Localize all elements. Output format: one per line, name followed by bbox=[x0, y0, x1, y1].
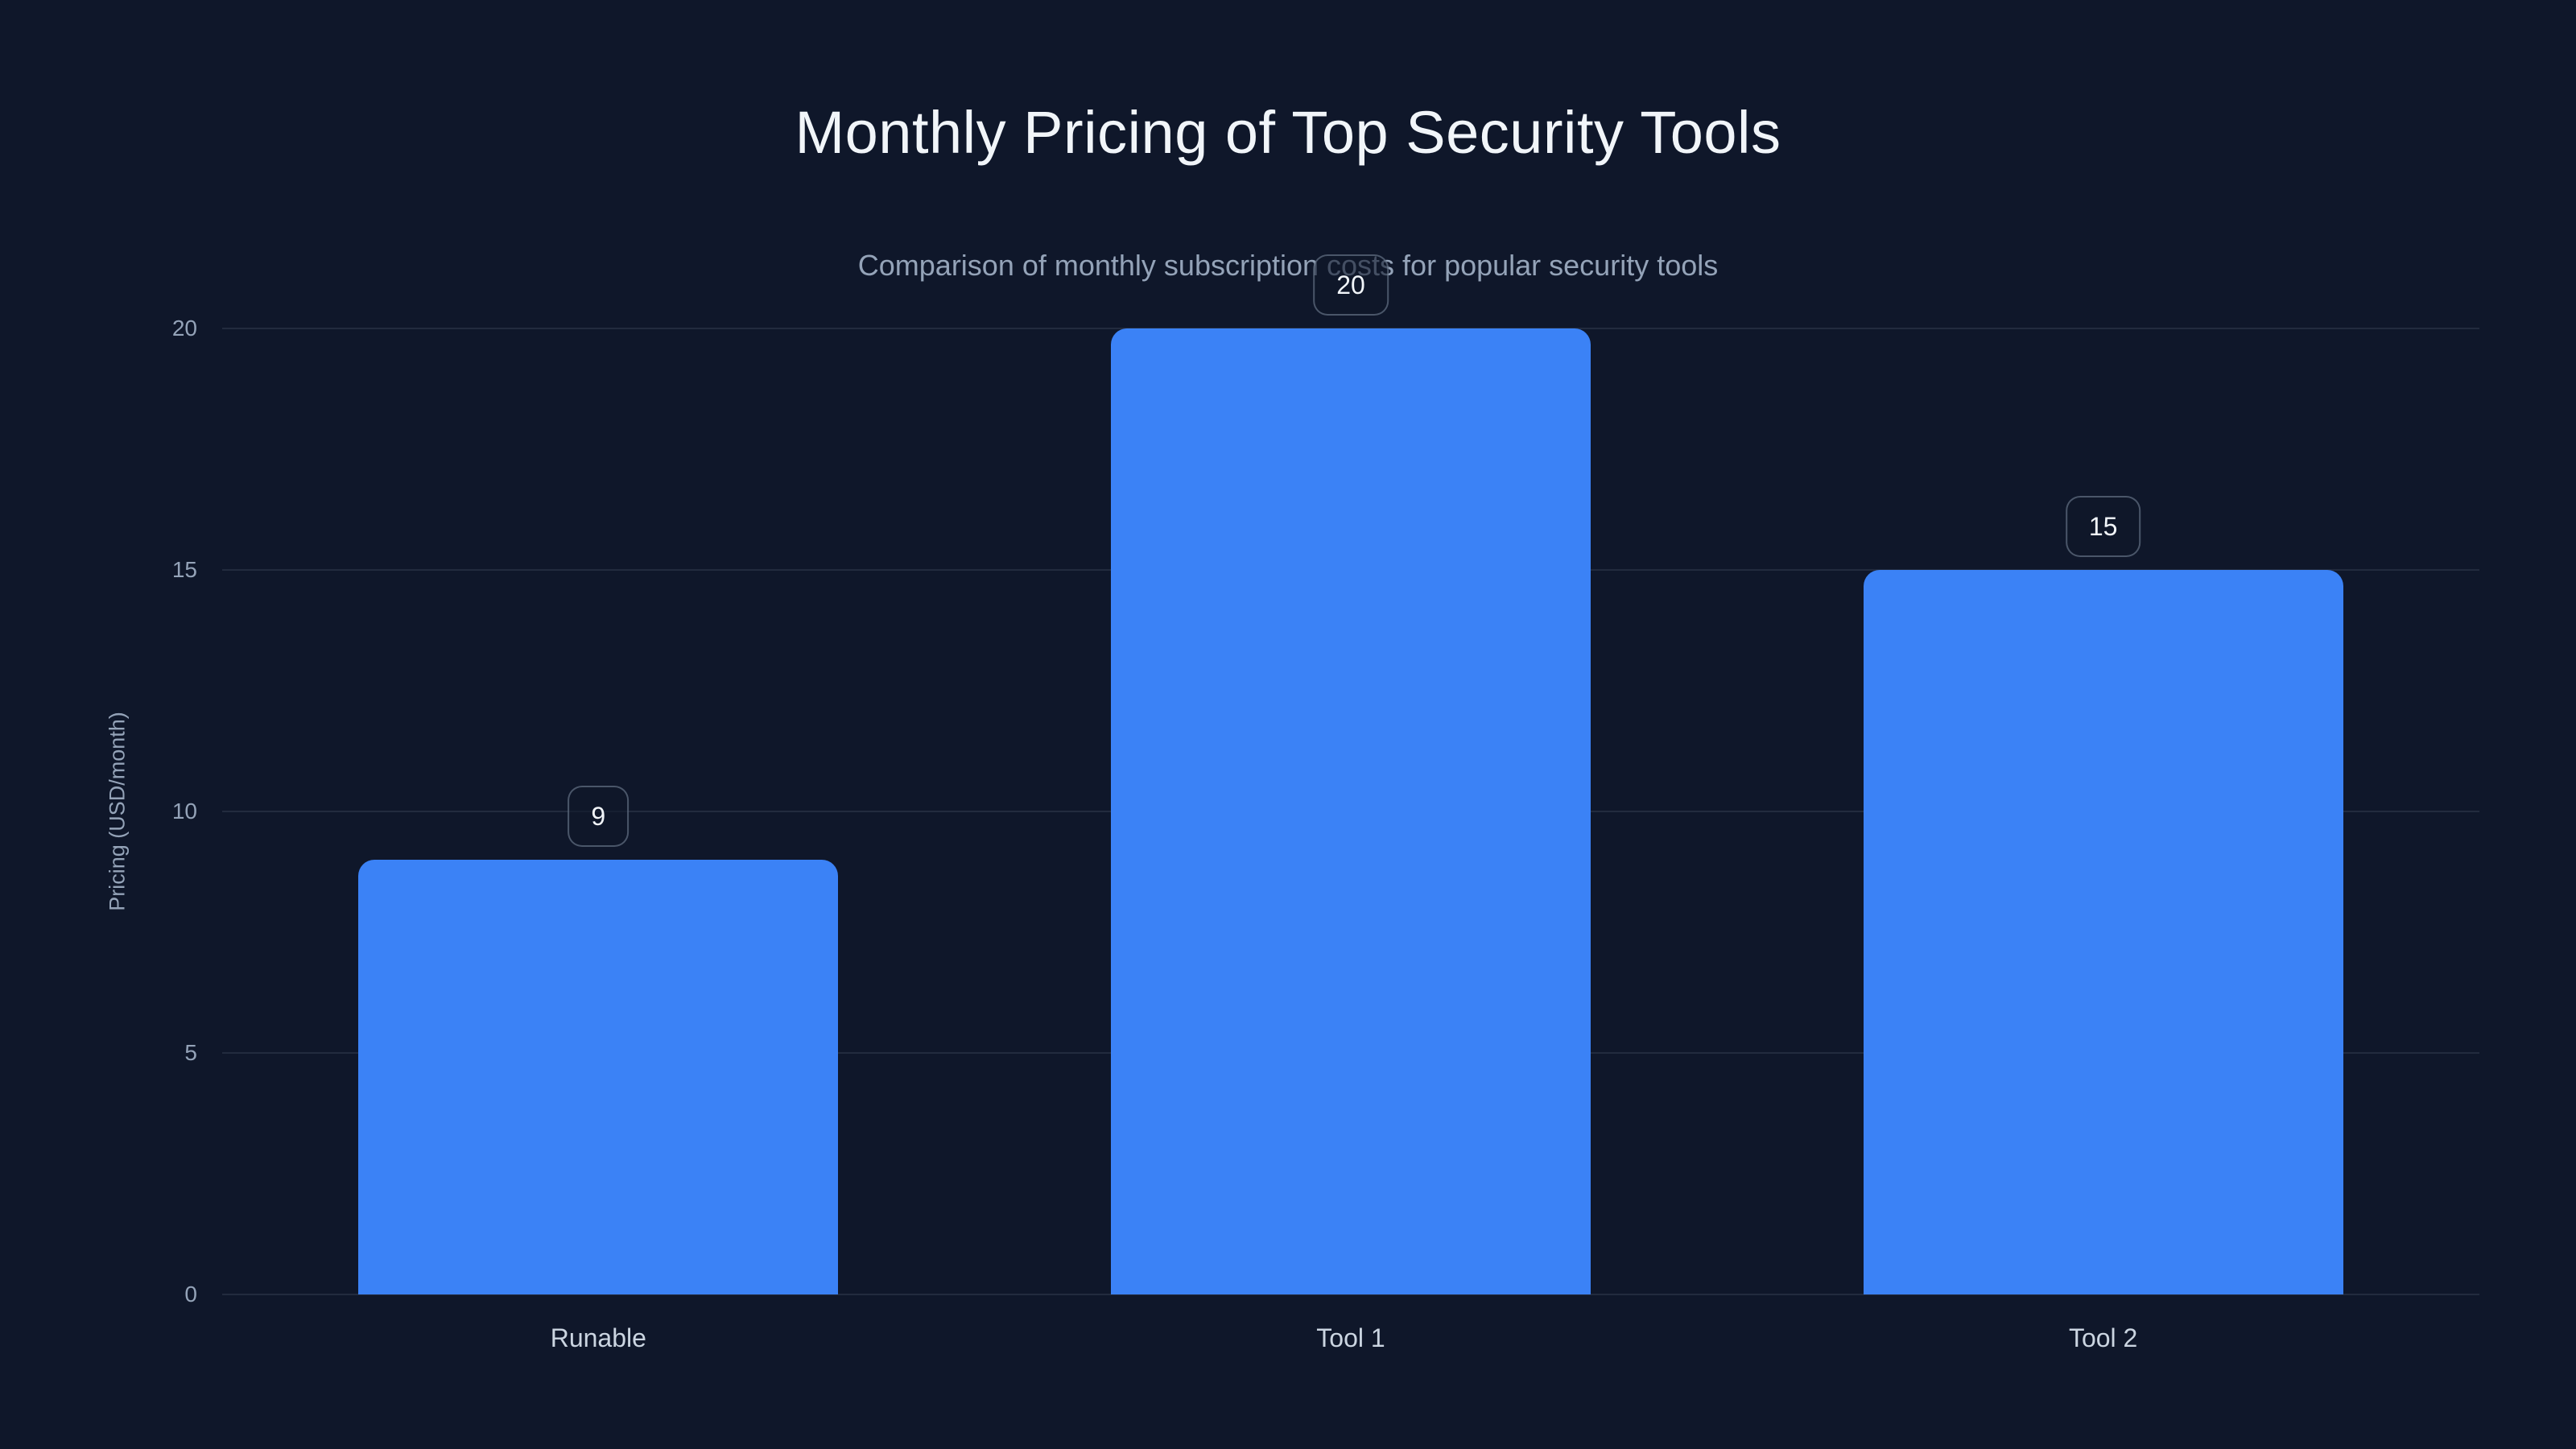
y-axis-title: Pricing (USD/month) bbox=[105, 712, 130, 911]
gridline-y-0 bbox=[222, 1294, 2479, 1295]
x-axis-category-label-runable: Runable bbox=[550, 1323, 646, 1352]
y-axis-tick-label-20: 20 bbox=[171, 316, 197, 341]
value-badge-runable: 9 bbox=[568, 786, 630, 847]
value-badge-tool-2: 15 bbox=[2065, 496, 2141, 557]
y-axis-tick-label-15: 15 bbox=[171, 557, 197, 582]
bar-tool-2[interactable] bbox=[1864, 570, 2343, 1294]
y-axis-tick-label-5: 5 bbox=[184, 1040, 197, 1065]
y-axis-tick-label-10: 10 bbox=[171, 799, 197, 824]
x-axis-category-label-tool-2: Tool 2 bbox=[2068, 1323, 2138, 1352]
y-axis-tick-label-0: 0 bbox=[184, 1282, 197, 1307]
chart-subtitle: Comparison of monthly subscription costs… bbox=[857, 249, 1719, 282]
plot-area: 0 5 10 15 20 9 Runable 20 Tool 1 15 Tool 2 bbox=[172, 254, 2479, 1351]
value-badge-tool-1: 20 bbox=[1313, 254, 1389, 316]
bar-runable[interactable] bbox=[358, 860, 838, 1294]
chart-title: Monthly Pricing of Top Security Tools bbox=[795, 99, 1781, 166]
x-axis-category-label-tool-1: Tool 1 bbox=[1316, 1323, 1385, 1352]
bar-tool-1[interactable] bbox=[1111, 328, 1591, 1294]
